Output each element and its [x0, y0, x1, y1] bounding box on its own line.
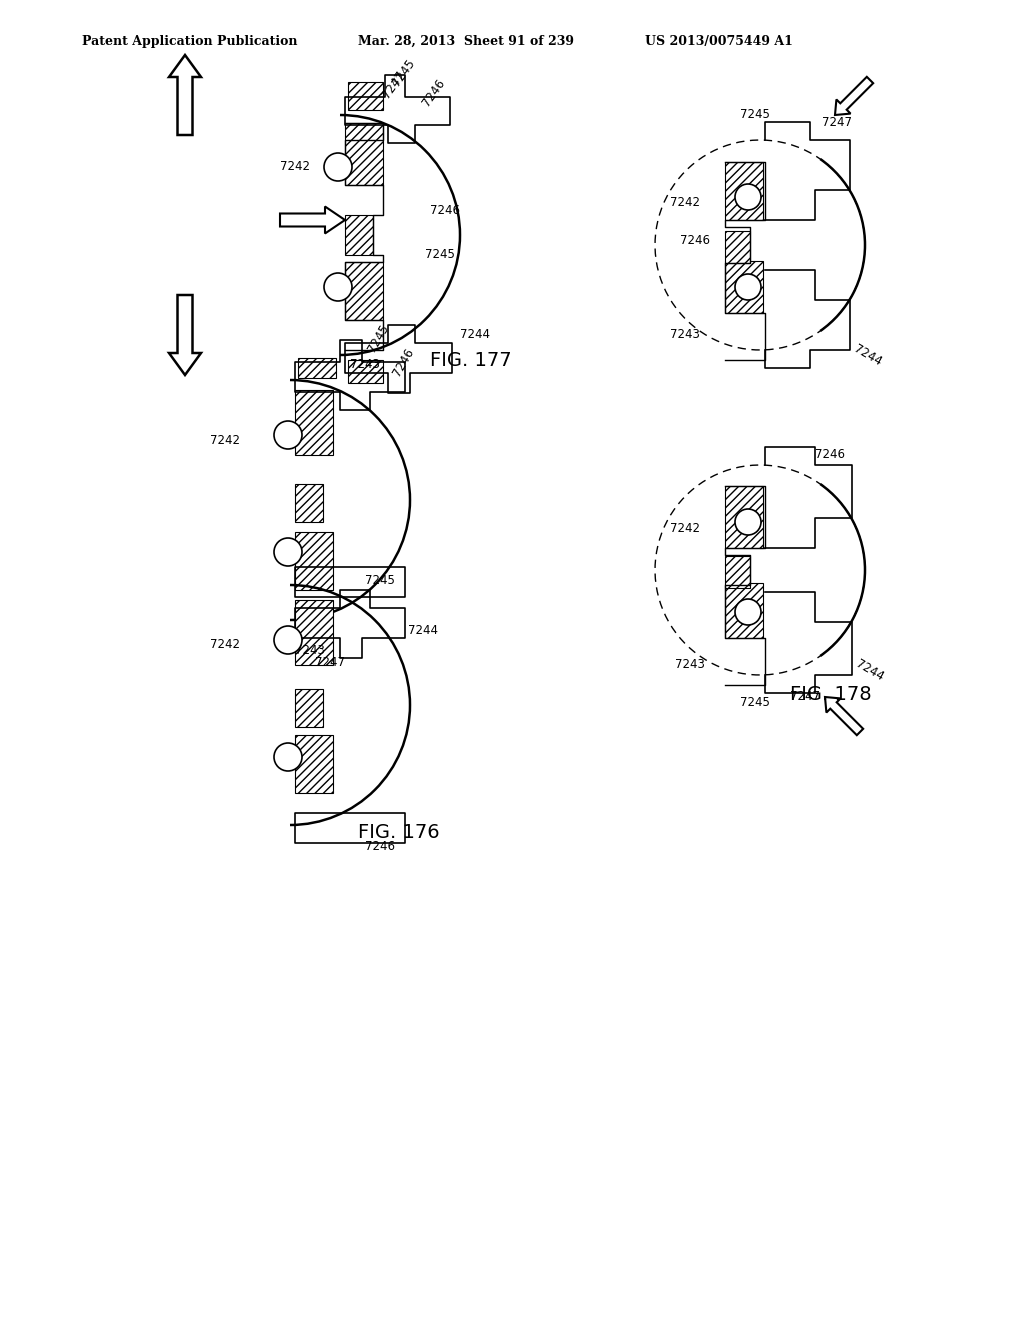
Text: FIG. 177: FIG. 177 [430, 351, 512, 370]
Bar [295, 601, 333, 665]
Bar [348, 82, 383, 110]
Text: 7243: 7243 [350, 359, 380, 371]
Bar [298, 358, 336, 378]
Text: 7242: 7242 [210, 433, 240, 446]
Text: 7247: 7247 [790, 690, 820, 704]
Text: 7245: 7245 [425, 248, 455, 261]
Text: FIG. 178: FIG. 178 [790, 685, 871, 705]
Bar [295, 389, 333, 455]
Circle shape [274, 539, 302, 566]
Bar [295, 735, 333, 793]
Text: FIG. 176: FIG. 176 [358, 822, 439, 842]
Text: 7246: 7246 [390, 346, 417, 379]
Bar [345, 123, 383, 185]
Text: 7244: 7244 [854, 657, 887, 684]
Circle shape [324, 153, 352, 181]
Bar [725, 486, 763, 548]
Text: 7245: 7245 [740, 108, 770, 121]
Circle shape [324, 273, 352, 301]
Text: 7243: 7243 [675, 659, 705, 672]
Text: 7242: 7242 [670, 521, 700, 535]
Text: 7246: 7246 [430, 203, 460, 216]
Bar [295, 532, 333, 590]
Bar [725, 556, 750, 587]
Circle shape [274, 626, 302, 653]
Bar [725, 261, 763, 313]
Bar [295, 484, 323, 521]
Text: 7244: 7244 [460, 329, 490, 342]
Circle shape [735, 599, 761, 624]
Bar [725, 583, 763, 638]
Circle shape [274, 743, 302, 771]
Bar [345, 261, 383, 319]
Text: US 2013/0075449 A1: US 2013/0075449 A1 [645, 36, 793, 48]
Circle shape [735, 510, 761, 535]
Text: 7244: 7244 [852, 342, 885, 368]
Text: 7242: 7242 [210, 639, 240, 652]
Text: 7246: 7246 [680, 234, 710, 247]
Text: 7245: 7245 [365, 573, 395, 586]
Text: 7247: 7247 [380, 69, 408, 102]
Text: Mar. 28, 2013  Sheet 91 of 239: Mar. 28, 2013 Sheet 91 of 239 [358, 36, 574, 48]
Text: 7243: 7243 [295, 644, 325, 656]
Circle shape [735, 183, 761, 210]
Bar [295, 689, 323, 727]
Text: 7245: 7245 [740, 697, 770, 710]
Text: 7245: 7245 [365, 322, 391, 354]
Text: 7247: 7247 [822, 116, 852, 128]
Text: 7246: 7246 [365, 841, 395, 854]
Text: 7246: 7246 [815, 449, 845, 462]
Circle shape [274, 421, 302, 449]
Bar [725, 162, 763, 220]
Circle shape [735, 275, 761, 300]
Text: 7246: 7246 [420, 77, 447, 110]
Text: 7245: 7245 [390, 57, 418, 88]
Bar [348, 360, 383, 383]
Text: Patent Application Publication: Patent Application Publication [82, 36, 298, 48]
Text: 7242: 7242 [280, 161, 310, 173]
Text: 7244: 7244 [408, 623, 438, 636]
Text: 7243: 7243 [670, 329, 699, 342]
Bar [725, 231, 750, 263]
Bar [345, 215, 373, 255]
Text: 7242: 7242 [670, 197, 700, 210]
Text: 7247: 7247 [315, 656, 345, 668]
